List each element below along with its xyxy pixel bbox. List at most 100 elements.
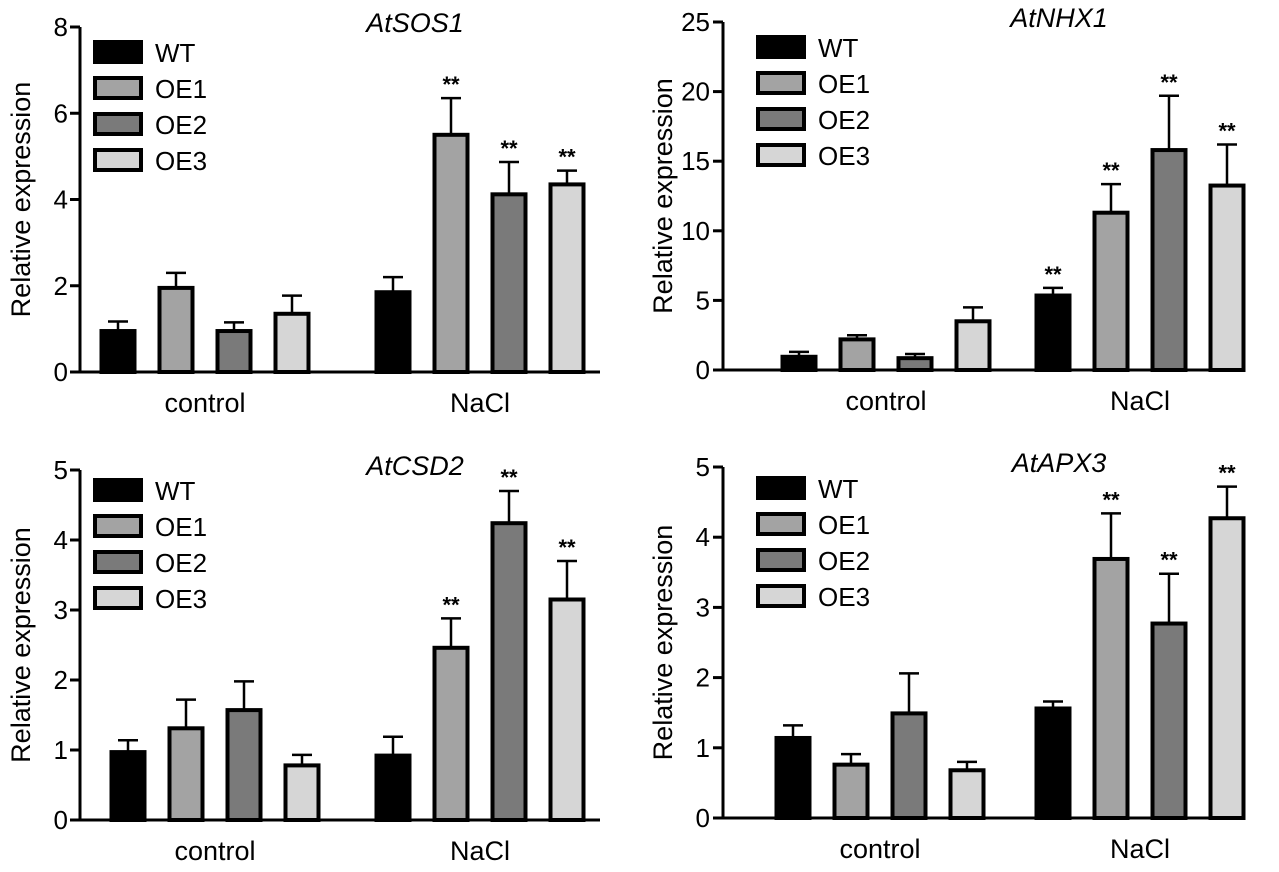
y-tick-label: 0	[54, 805, 68, 835]
y-tick-label: 5	[696, 452, 710, 482]
bar-OE3-control	[948, 768, 986, 820]
significance-mark: **	[500, 465, 518, 490]
legend-swatch-OE2	[93, 112, 143, 136]
bar-OE2-control	[215, 329, 253, 374]
significance-mark: **	[558, 535, 576, 560]
y-tick-label: 10	[681, 216, 710, 246]
legend-label: OE1	[818, 69, 870, 99]
bar-OE1-NaCl	[1092, 556, 1130, 820]
significance-mark: **	[1102, 158, 1120, 183]
legend-swatch-OE2	[756, 107, 806, 131]
significance-mark: **	[1160, 548, 1178, 573]
bar-WT-NaCl	[374, 290, 412, 374]
legend-label: WT	[155, 476, 196, 506]
legend-swatch-OE3	[756, 584, 806, 608]
bar-OE1-NaCl	[1092, 210, 1130, 372]
legend-swatch-WT	[756, 35, 806, 59]
y-tick-label: 3	[54, 595, 68, 625]
x-category-label: control	[845, 386, 926, 416]
y-tick-label: 0	[696, 355, 710, 385]
significance-mark: **	[1160, 70, 1178, 95]
bar-WT-control	[774, 735, 812, 820]
chart-panel-AtNHX1: 0 5 10 15 20 25 Relative expression AtNHX1 contr…	[648, 3, 1246, 416]
legend-label: OE1	[818, 510, 870, 540]
bar-OE2-NaCl	[1150, 148, 1188, 372]
y-tick-label: 3	[696, 592, 710, 622]
legend-swatch-OE2	[93, 550, 143, 574]
bar-OE1-NaCl	[432, 132, 470, 374]
legend-label: WT	[155, 38, 196, 68]
bar-OE3-control	[273, 311, 311, 374]
bar-OE1-control	[157, 285, 195, 374]
legend-swatch-OE1	[756, 71, 806, 95]
y-tick-label: 4	[54, 525, 68, 555]
x-category-label: NaCl	[450, 836, 510, 866]
legend-label: OE2	[155, 110, 207, 140]
bar-OE3-NaCl	[548, 182, 586, 374]
legend-label: OE1	[155, 512, 207, 542]
bar-OE1-control	[832, 762, 870, 821]
bar-OE1-NaCl	[432, 645, 470, 822]
legend-swatch-OE3	[93, 586, 143, 610]
bar-WT-NaCl	[374, 753, 412, 822]
y-tick-label: 1	[696, 733, 710, 763]
y-axis-label: Relative expression	[6, 82, 36, 318]
y-tick-label: 5	[696, 285, 710, 315]
y-tick-label: 5	[54, 455, 68, 485]
bar-WT-control	[780, 354, 818, 373]
y-tick-label: 2	[54, 665, 68, 695]
y-tick-label: 0	[54, 357, 68, 387]
chart-title: AtNHX1	[1008, 3, 1108, 33]
significance-mark: **	[1218, 461, 1236, 486]
bar-OE1-control	[167, 726, 205, 822]
chart-panel-AtAPX3: 0 1 2 3 4 5 Relative expression AtAPX3 control Na…	[648, 448, 1246, 864]
x-category-label: control	[839, 834, 920, 864]
legend-label: WT	[818, 474, 859, 504]
bar-OE3-NaCl	[1208, 516, 1246, 820]
y-tick-label: 4	[696, 522, 710, 552]
legend-label: WT	[818, 33, 859, 63]
chart-panel-AtSOS1: 0 2 4 6 8 Relative expression AtSOS1 control NaC…	[6, 8, 600, 418]
y-tick-label: 25	[681, 7, 710, 37]
x-category-label: control	[174, 836, 255, 866]
y-tick-label: 6	[54, 98, 68, 128]
significance-mark: **	[500, 136, 518, 161]
bar-OE2-NaCl	[490, 192, 528, 374]
chart-title: AtCSD2	[364, 451, 464, 481]
y-tick-label: 15	[681, 146, 710, 176]
bar-OE3-NaCl	[1208, 183, 1246, 372]
bar-OE3-control	[283, 763, 321, 823]
bar-WT-NaCl	[1034, 293, 1072, 373]
bar-WT-NaCl	[1034, 706, 1072, 820]
significance-mark: **	[1044, 262, 1062, 287]
significance-mark: **	[442, 72, 460, 97]
legend-swatch-WT	[93, 478, 143, 502]
y-tick-label: 2	[696, 663, 710, 693]
significance-mark: **	[442, 592, 460, 617]
x-category-label: control	[164, 388, 245, 418]
legend-swatch-WT	[756, 476, 806, 500]
y-axis-label: Relative expression	[648, 525, 678, 761]
x-category-label: NaCl	[450, 388, 510, 418]
bar-OE2-NaCl	[1150, 621, 1188, 821]
y-tick-label: 1	[54, 735, 68, 765]
bar-OE2-control	[890, 711, 928, 820]
chart-title: AtAPX3	[1010, 448, 1107, 478]
bar-OE3-control	[954, 319, 992, 372]
legend-swatch-OE1	[756, 512, 806, 536]
y-tick-label: 20	[681, 77, 710, 107]
chart-panel-AtCSD2: 0 1 2 3 4 5 Relative expression AtCSD2 control Na…	[6, 451, 600, 866]
significance-mark: **	[1218, 118, 1236, 143]
bar-WT-control	[99, 329, 137, 374]
bar-OE1-control	[838, 337, 876, 373]
bar-OE2-control	[896, 356, 934, 372]
bar-OE2-control	[225, 708, 263, 822]
legend-label: OE2	[155, 548, 207, 578]
legend-label: OE3	[818, 141, 870, 171]
significance-mark: **	[558, 145, 576, 170]
x-category-label: NaCl	[1110, 386, 1170, 416]
legend-label: OE1	[155, 74, 207, 104]
y-tick-label: 4	[54, 185, 68, 215]
